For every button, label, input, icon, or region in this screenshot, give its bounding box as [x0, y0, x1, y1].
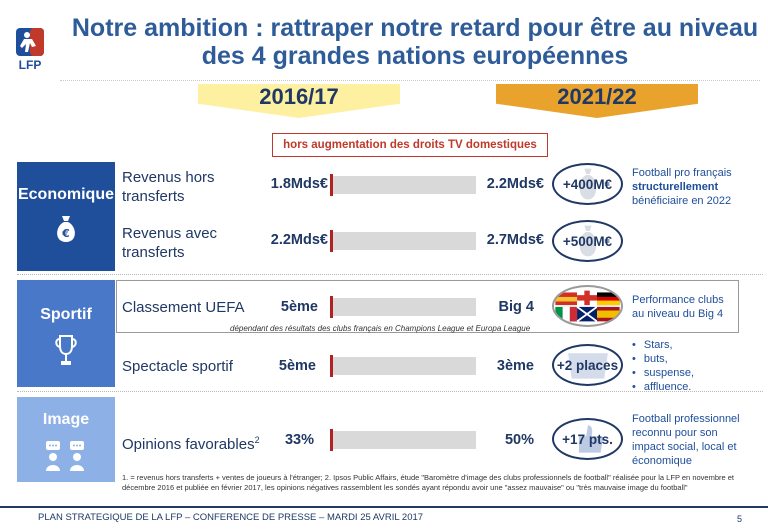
bullet-item: Stars,: [632, 338, 694, 352]
row-label-line: Revenus avec: [122, 225, 218, 242]
title-line-1: Notre ambition : rattraper notre retard …: [71, 14, 759, 42]
money-bag-icon: [579, 168, 597, 200]
row-label-spectacle-sportif: Spectacle sportif: [122, 358, 233, 375]
row-label-text: Opinions favorables: [122, 436, 255, 453]
section-economique-label: Economique: [17, 186, 114, 203]
euro-moneybag-icon: €: [53, 214, 79, 249]
footnote: 1. = revenus hors transferts + ventes de…: [122, 473, 735, 492]
side-note-line: reconnu pour son: [632, 427, 718, 439]
value-2016-spectacle: 5ème: [278, 358, 316, 374]
side-note-economique: Football pro français structurellement b…: [632, 166, 732, 208]
trophy-icon: [54, 334, 78, 373]
bullet-item: affluence.: [632, 380, 694, 394]
tv-rights-note: hors augmentation des droits TV domestiq…: [272, 133, 548, 157]
side-note-image: Football professionnel reconnu pour son …: [632, 412, 740, 468]
uefa-row-frame: [116, 280, 739, 333]
footnote-marker: 2: [254, 435, 260, 445]
footer-text: PLAN STRATEGIQUE DE LA LFP – CONFERENCE …: [38, 512, 424, 523]
row-label-line: transferts: [122, 244, 185, 261]
spectacle-bullets: Stars, buts, suspense, affluence.: [632, 338, 694, 394]
row-label-line: transferts: [122, 188, 185, 205]
badge-text: +400M€: [562, 176, 613, 192]
year-left-label: 2016/17: [259, 84, 339, 109]
badge-text: +2 places: [556, 357, 619, 373]
comparison-bar: [330, 176, 476, 194]
row-label-revenus-avec-transferts: Revenus avec transferts: [122, 224, 217, 262]
flags-badge: [552, 285, 623, 327]
side-note-line: Football pro français: [632, 167, 732, 179]
badge-text: +500M€: [562, 233, 613, 249]
badge-revenus-hors: +400M€: [552, 163, 623, 205]
marker-2016: [330, 230, 333, 252]
european-flags-icon: [555, 290, 620, 323]
people-chat-icon: [44, 439, 88, 478]
year-banner-2016: 2016/17: [198, 84, 400, 118]
side-note-line: Football professionnel: [632, 413, 740, 425]
value-2016-revenus-avec: 2.2Mds€: [270, 232, 328, 248]
value-2021-uefa: Big 4: [498, 299, 534, 315]
page-number: 5: [736, 514, 742, 524]
uefa-note: dépendant des résultats des clubs frança…: [230, 324, 531, 333]
lfp-logo-icon: [16, 28, 44, 56]
side-note-line: impact social, local et: [632, 441, 737, 453]
row-label-line: Revenus hors: [122, 169, 215, 186]
side-note-uefa: Performance clubs au niveau du Big 4: [632, 293, 724, 321]
section-image-label: Image: [42, 411, 90, 428]
value-2016-opinions: 33%: [284, 432, 314, 448]
title-divider: [60, 80, 760, 81]
value-2021-opinions: 50%: [504, 432, 534, 448]
comparison-bar: [330, 232, 476, 250]
year-banner-2021: 2021/22: [496, 84, 698, 118]
marker-2016: [330, 355, 333, 377]
section-sportif: Sportif: [17, 280, 115, 387]
side-note-line: Performance clubs: [632, 294, 724, 306]
year-right-label: 2021/22: [557, 84, 637, 109]
badge-revenus-avec: +500M€: [552, 220, 623, 262]
row-separator: [17, 274, 763, 275]
value-2016-uefa: 5ème: [280, 299, 318, 315]
money-bag-icon: [579, 225, 597, 257]
stadium-icon: [568, 353, 608, 379]
row-separator: [17, 391, 763, 392]
marker-2016: [330, 296, 333, 318]
section-sportif-label: Sportif: [40, 306, 92, 323]
section-image: Image: [17, 397, 115, 482]
value-2021-revenus-hors: 2.2Mds€: [486, 176, 544, 192]
side-note-line: structurellement: [632, 181, 719, 193]
row-label-opinions-favorables: Opinions favorables2: [122, 431, 260, 454]
bullet-item: suspense,: [632, 366, 694, 380]
marker-2016: [330, 174, 333, 196]
bullet-item: buts,: [632, 352, 694, 366]
side-note-line: au niveau du Big 4: [632, 308, 724, 320]
side-note-line: bénéficiaire en 2022: [632, 195, 732, 207]
value-2021-revenus-avec: 2.7Mds€: [486, 232, 544, 248]
section-economique: Economique €: [17, 162, 115, 271]
svg-text:€: €: [61, 227, 70, 240]
logo-text: LFP: [18, 58, 42, 72]
badge-opinions: +17 pts.: [552, 418, 623, 460]
badge-spectacle: +2 places: [552, 344, 623, 386]
row-label-revenus-hors-transferts: Revenus hors transferts: [122, 168, 215, 206]
footer-divider: [0, 506, 768, 508]
value-2021-spectacle: 3ème: [496, 358, 534, 374]
comparison-bar: [330, 298, 476, 316]
page-title: Notre ambition : rattraper notre retard …: [70, 14, 760, 70]
lfp-logo: LFP: [10, 26, 50, 72]
badge-text: +17 pts.: [562, 431, 613, 447]
thumbs-up-icon: [578, 425, 604, 453]
marker-2016: [330, 429, 333, 451]
value-2016-revenus-hors: 1.8Mds€: [270, 176, 328, 192]
comparison-bar: [330, 431, 476, 449]
row-label-classement-uefa: Classement UEFA: [122, 299, 245, 316]
title-line-2: des 4 grandes nations européennes: [201, 42, 629, 70]
comparison-bar: [330, 357, 476, 375]
side-note-line: économique: [632, 455, 692, 467]
